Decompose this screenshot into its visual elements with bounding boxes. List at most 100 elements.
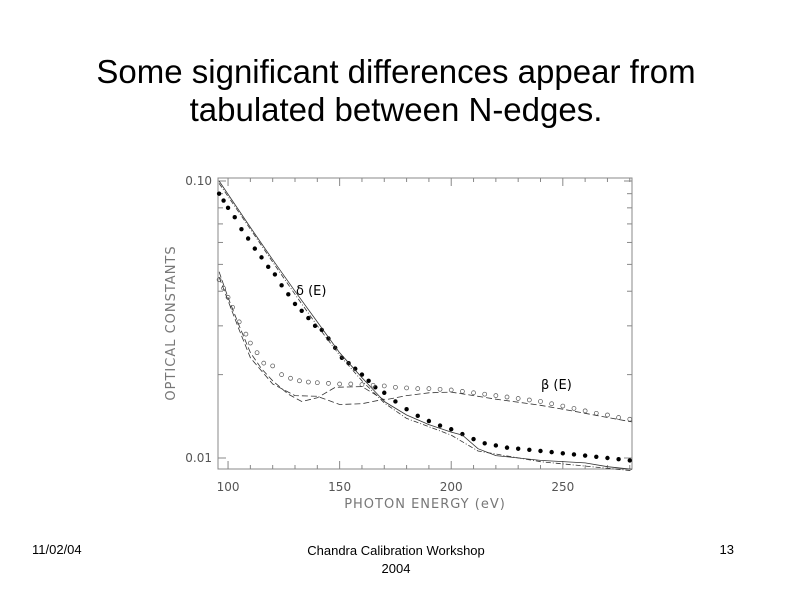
data-point [526, 397, 532, 403]
y-tick-label: 0.10 [185, 174, 212, 188]
data-point [393, 399, 398, 404]
data-point [366, 378, 371, 383]
series-line [218, 276, 385, 405]
data-point [616, 457, 621, 462]
data-point [471, 390, 476, 396]
data-point [571, 452, 577, 457]
axis-ticks [218, 178, 632, 469]
data-point [605, 412, 610, 418]
series-marks [216, 180, 633, 472]
data-point [515, 396, 521, 401]
data-point [616, 415, 621, 420]
data-point [582, 453, 588, 458]
data-point [266, 264, 271, 270]
data-point [560, 403, 566, 409]
data-point [337, 381, 342, 387]
data-point [254, 350, 260, 356]
x-tick-label: 250 [551, 480, 574, 494]
data-point [279, 283, 284, 288]
data-point [252, 246, 258, 251]
data-point [359, 382, 365, 387]
data-point [627, 458, 632, 463]
data-point [538, 399, 543, 404]
y-axis-label: OPTICAL CONSTANTS [164, 245, 179, 400]
footer-date: 11/02/04 [32, 542, 82, 557]
data-point [216, 191, 222, 196]
data-point [306, 379, 311, 385]
data-point [549, 449, 554, 455]
series-line [218, 271, 633, 423]
slide-title-line2: tabulated between N-edges. [189, 91, 603, 128]
footer-conference-name: Chandra Calibration Workshop [307, 543, 485, 558]
data-point [348, 381, 354, 387]
series-line [218, 180, 633, 470]
data-point [437, 386, 443, 392]
data-point [527, 447, 532, 453]
data-point [482, 391, 488, 397]
data-point [272, 272, 278, 277]
data-point [538, 448, 543, 454]
data-point [404, 407, 409, 412]
data-point [353, 366, 358, 371]
data-point [504, 445, 510, 450]
data-point [415, 386, 421, 391]
data-point [471, 436, 476, 442]
data-point [426, 386, 432, 391]
data-point [306, 315, 311, 321]
data-point [571, 406, 577, 411]
footer-conference: Chandra Calibration Workshop 2004 [0, 542, 792, 578]
x-axis-label: PHOTON ENERGY (eV) [344, 497, 506, 512]
data-point [549, 401, 555, 407]
plot-frame [217, 177, 633, 470]
data-point [299, 308, 304, 313]
data-point [286, 292, 291, 297]
data-point [460, 431, 465, 437]
data-point [326, 380, 331, 386]
series-line [218, 183, 633, 472]
data-point [221, 285, 226, 291]
footer-year: 2004 [381, 561, 411, 576]
data-point [515, 446, 521, 451]
y-tick-label: 0.01 [185, 451, 212, 465]
data-point [426, 418, 432, 424]
data-point [292, 301, 298, 307]
data-point [314, 380, 320, 386]
data-point [449, 427, 454, 432]
data-point [373, 385, 378, 390]
data-point [393, 384, 398, 390]
data-point [319, 327, 324, 333]
annotation-beta: β (E) [541, 378, 572, 393]
data-point [236, 319, 242, 325]
annotation-delta: δ (E) [296, 284, 326, 299]
x-tick-label: 100 [217, 480, 240, 494]
data-point [582, 408, 588, 414]
data-point [504, 394, 510, 400]
data-point [460, 389, 465, 394]
data-point [370, 382, 376, 388]
data-point [594, 454, 599, 460]
data-point [332, 345, 338, 350]
data-point [259, 255, 264, 260]
x-tick-label: 150 [328, 480, 351, 494]
tick-labels: 100 150 200 250 0.01 0.10 [185, 174, 574, 494]
data-point [415, 413, 420, 419]
data-point [239, 226, 244, 232]
data-point [493, 443, 499, 448]
data-point [270, 363, 276, 369]
data-point [261, 360, 267, 366]
data-point [593, 410, 599, 416]
data-point [437, 423, 443, 428]
data-point [359, 372, 365, 377]
data-point [605, 455, 610, 461]
data-point [404, 385, 409, 391]
data-point [221, 198, 226, 203]
data-point [448, 387, 454, 393]
data-point [493, 393, 499, 398]
data-point [482, 441, 487, 446]
x-tick-label: 200 [440, 480, 463, 494]
data-point [225, 295, 231, 300]
data-point [225, 205, 231, 211]
data-point [232, 215, 237, 220]
